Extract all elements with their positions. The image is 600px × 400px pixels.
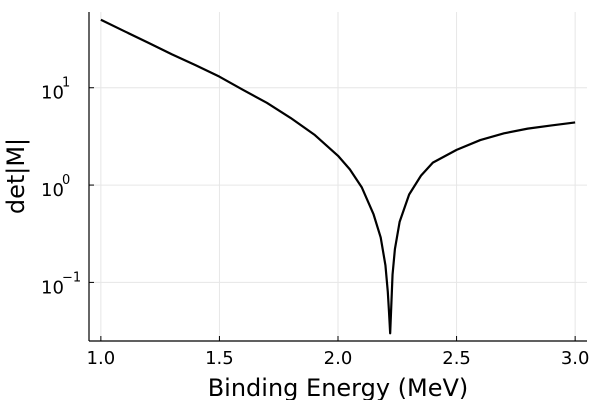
y-axis-label: det|M| <box>2 138 30 214</box>
x-axis-label: Binding Energy (MeV) <box>208 374 469 400</box>
series-line <box>100 18 576 335</box>
x-tick-label: 1.0 <box>87 348 116 369</box>
y-tick-label-base: 10 <box>41 180 64 201</box>
y-tick-label-exponent: 1 <box>62 76 70 91</box>
x-tick-label: 2.5 <box>442 348 471 369</box>
y-tick-label-base: 10 <box>41 83 64 104</box>
y-tick-label-exponent: −1 <box>62 270 81 285</box>
grid <box>89 12 587 341</box>
x-tick-label: 3.0 <box>561 348 590 369</box>
series-layer <box>100 18 576 335</box>
y-tick-label-exponent: 0 <box>62 173 70 188</box>
x-tick-label: 1.5 <box>205 348 234 369</box>
y-tick-label-base: 10 <box>41 277 64 298</box>
x-tick-label: 2.0 <box>324 348 353 369</box>
